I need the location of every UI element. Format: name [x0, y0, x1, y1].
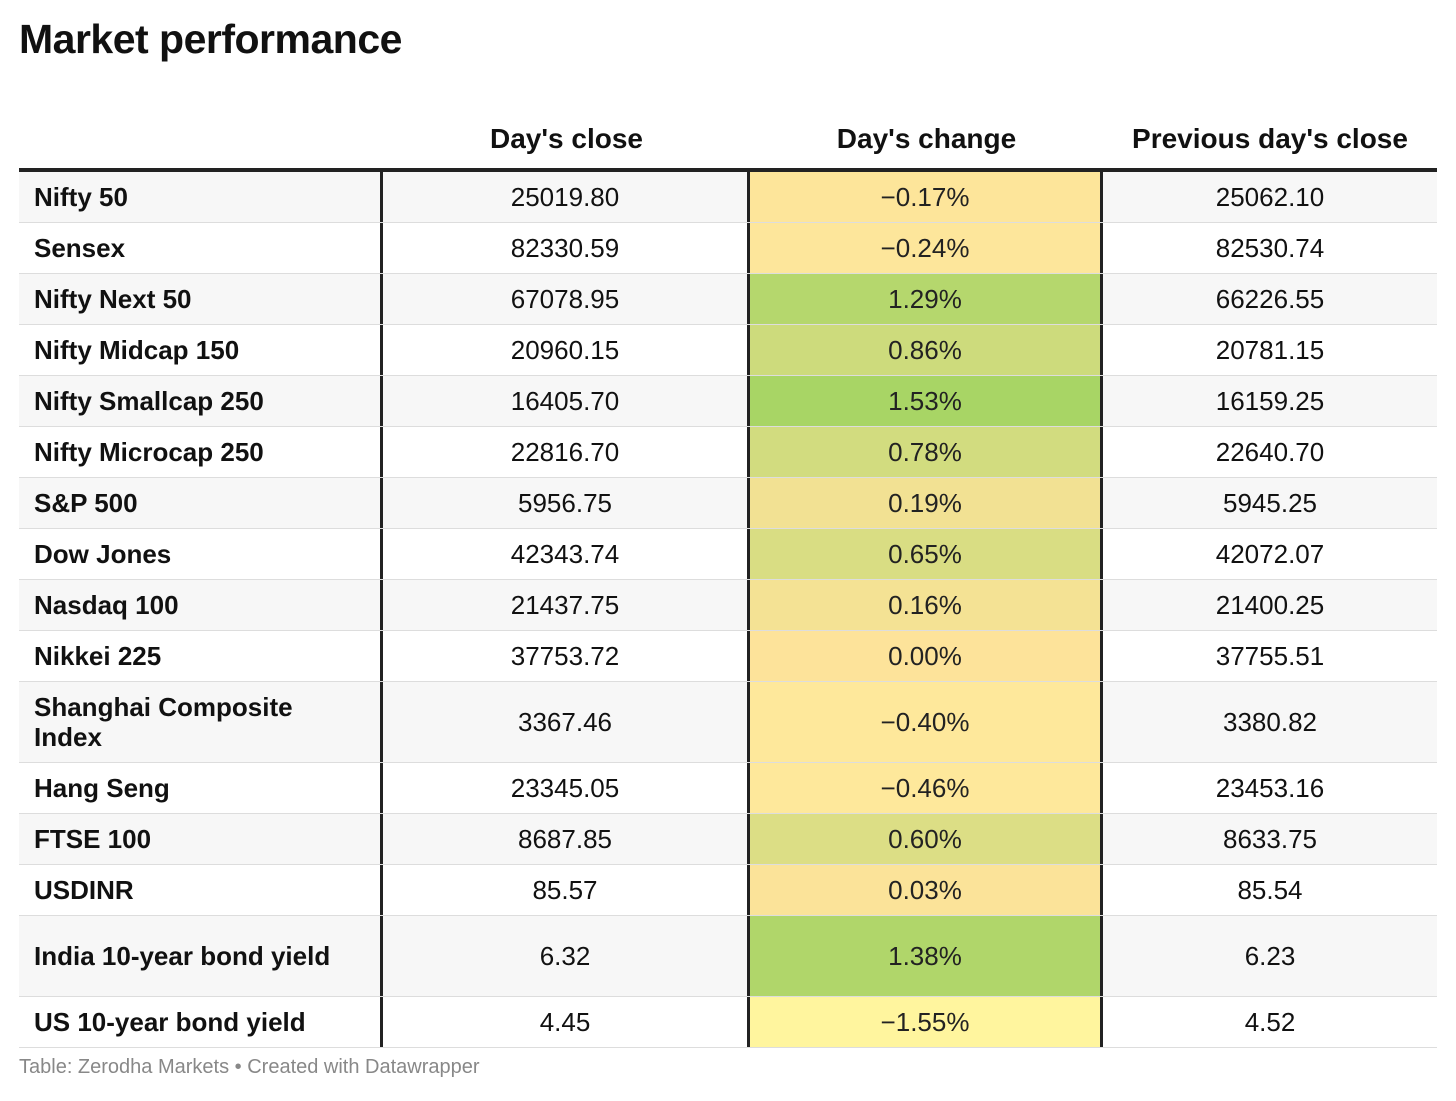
- table-row: India 10-year bond yield 6.32 1.38% 6.23: [19, 916, 1437, 997]
- source-footer: Table: Zerodha Markets • Created with Da…: [19, 1056, 480, 1078]
- row-previous-close: 82530.74: [1215, 232, 1325, 263]
- table-row: Sensex 82330.59 −0.24% 82530.74: [19, 223, 1437, 274]
- row-days-close: 23345.05: [383, 763, 750, 813]
- header-previous-close: Previous day's close: [1132, 123, 1408, 154]
- row-days-close: 25019.80: [383, 172, 750, 222]
- row-days-change: 0.16%: [750, 580, 1103, 630]
- row-days-close: 22816.70: [383, 427, 750, 477]
- table-body: Nifty 50 25019.80 −0.17% 25062.10 Sensex 8233…: [19, 172, 1437, 1048]
- row-name: Hang Seng: [19, 763, 383, 813]
- row-days-close: 42343.74: [383, 529, 750, 579]
- row-name: Nifty Smallcap 250: [19, 376, 383, 426]
- header-days-close: Day's close: [490, 123, 643, 154]
- row-name: Nifty 50: [19, 172, 383, 222]
- row-previous-close: 42072.07: [1215, 538, 1325, 569]
- row-days-close: 21437.75: [383, 580, 750, 630]
- table-row: Nifty Microcap 250 22816.70 0.78% 22640.70: [19, 427, 1437, 478]
- row-days-close: 16405.70: [383, 376, 750, 426]
- table-row: Nifty Next 50 67078.95 1.29% 66226.55: [19, 274, 1437, 325]
- row-days-close: 8687.85: [383, 814, 750, 864]
- row-days-close: 37753.72: [383, 631, 750, 681]
- header-days-change: Day's change: [836, 123, 1017, 154]
- row-days-change: 0.60%: [750, 814, 1103, 864]
- market-table: Day's close Day's change Previous day's …: [19, 110, 1437, 1048]
- row-previous-close: 6.23: [1244, 940, 1296, 971]
- row-days-change: −0.46%: [750, 763, 1103, 813]
- row-name: Nifty Midcap 150: [19, 325, 383, 375]
- row-days-change: 0.86%: [750, 325, 1103, 375]
- row-days-change: 1.38%: [750, 916, 1103, 996]
- row-days-close: 4.45: [383, 997, 750, 1047]
- row-previous-close: 37755.51: [1215, 640, 1325, 671]
- row-previous-close: 23453.16: [1215, 772, 1325, 803]
- table-row: Nifty 50 25019.80 −0.17% 25062.10: [19, 172, 1437, 223]
- row-days-change: 0.03%: [750, 865, 1103, 915]
- row-days-change: −0.24%: [750, 223, 1103, 273]
- row-name: Nasdaq 100: [19, 580, 383, 630]
- table-row: USDINR 85.57 0.03% 85.54: [19, 865, 1437, 916]
- row-name: USDINR: [19, 865, 383, 915]
- row-previous-close: 22640.70: [1215, 436, 1325, 467]
- row-days-change: 0.19%: [750, 478, 1103, 528]
- row-previous-close: 5945.25: [1223, 487, 1317, 518]
- row-days-change: 0.00%: [750, 631, 1103, 681]
- table-row: FTSE 100 8687.85 0.60% 8633.75: [19, 814, 1437, 865]
- row-previous-close: 25062.10: [1215, 181, 1325, 212]
- table-header: Day's close Day's change Previous day's …: [19, 110, 1437, 172]
- table-row: Dow Jones 42343.74 0.65% 42072.07: [19, 529, 1437, 580]
- table-row: US 10-year bond yield 4.45 −1.55% 4.52: [19, 997, 1437, 1048]
- row-days-close: 67078.95: [383, 274, 750, 324]
- row-previous-close: 8633.75: [1223, 823, 1317, 854]
- page-title: Market performance: [19, 16, 402, 62]
- row-days-change: 1.29%: [750, 274, 1103, 324]
- row-previous-close: 3380.82: [1223, 706, 1317, 737]
- row-days-change: 0.65%: [750, 529, 1103, 579]
- table-row: Nasdaq 100 21437.75 0.16% 21400.25: [19, 580, 1437, 631]
- row-name: US 10-year bond yield: [19, 997, 383, 1047]
- row-name: Nifty Next 50: [19, 274, 383, 324]
- row-name: FTSE 100: [19, 814, 383, 864]
- row-previous-close: 85.54: [1237, 874, 1303, 905]
- row-days-change: 0.78%: [750, 427, 1103, 477]
- row-name: Nikkei 225: [19, 631, 383, 681]
- row-previous-close: 16159.25: [1215, 385, 1325, 416]
- row-name: India 10-year bond yield: [19, 916, 383, 996]
- row-name: S&P 500: [19, 478, 383, 528]
- row-previous-close: 4.52: [1244, 1006, 1296, 1037]
- table-row: Nifty Smallcap 250 16405.70 1.53% 16159.25: [19, 376, 1437, 427]
- row-days-close: 85.57: [383, 865, 750, 915]
- row-days-close: 6.32: [383, 916, 750, 996]
- row-name: Nifty Microcap 250: [19, 427, 383, 477]
- row-previous-close: 20781.15: [1215, 334, 1325, 365]
- table-row: Nifty Midcap 150 20960.15 0.86% 20781.15: [19, 325, 1437, 376]
- row-name: Dow Jones: [19, 529, 383, 579]
- table-row: Shanghai Composite Index 3367.46 −0.40% 338…: [19, 682, 1437, 763]
- row-previous-close: 21400.25: [1215, 589, 1325, 620]
- row-days-change: −1.55%: [750, 997, 1103, 1047]
- row-days-change: 1.53%: [750, 376, 1103, 426]
- table-row: Hang Seng 23345.05 −0.46% 23453.16: [19, 763, 1437, 814]
- row-name: Shanghai Composite Index: [19, 682, 383, 762]
- row-days-close: 3367.46: [383, 682, 750, 762]
- row-days-close: 20960.15: [383, 325, 750, 375]
- row-days-change: −0.40%: [750, 682, 1103, 762]
- table-row: Nikkei 225 37753.72 0.00% 37755.51: [19, 631, 1437, 682]
- table-row: S&P 500 5956.75 0.19% 5945.25: [19, 478, 1437, 529]
- row-days-close: 82330.59: [383, 223, 750, 273]
- row-name: Sensex: [19, 223, 383, 273]
- row-previous-close: 66226.55: [1215, 283, 1325, 314]
- row-days-change: −0.17%: [750, 172, 1103, 222]
- row-days-close: 5956.75: [383, 478, 750, 528]
